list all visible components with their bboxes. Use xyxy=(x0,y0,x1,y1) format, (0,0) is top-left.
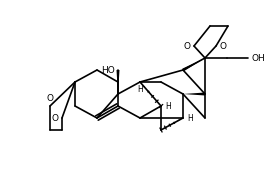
Text: O: O xyxy=(52,113,59,122)
Text: H: H xyxy=(165,102,171,111)
Polygon shape xyxy=(183,93,205,95)
Text: HO: HO xyxy=(101,65,115,74)
Text: O: O xyxy=(46,94,53,103)
Polygon shape xyxy=(116,70,120,94)
Polygon shape xyxy=(182,58,205,71)
Text: H: H xyxy=(137,85,143,94)
Text: H: H xyxy=(187,113,193,122)
Text: OH: OH xyxy=(251,54,265,63)
Text: O: O xyxy=(219,42,226,51)
Text: O: O xyxy=(184,42,191,51)
